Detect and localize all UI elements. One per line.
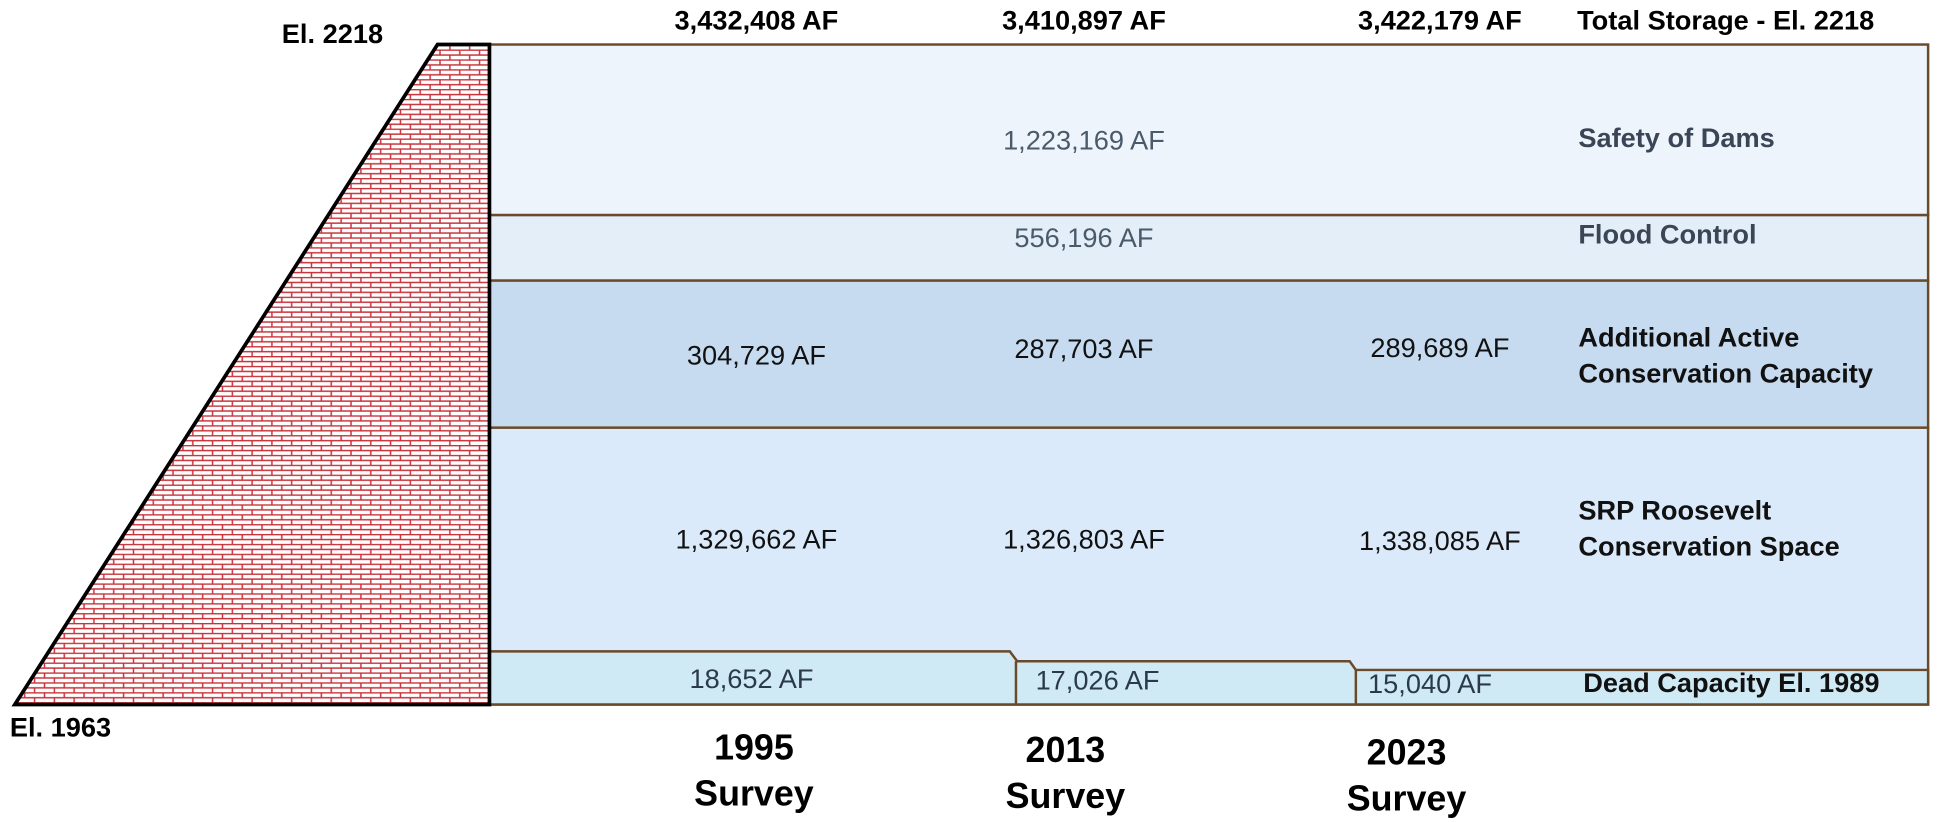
total-value: 3,410,897 AF (1002, 4, 1166, 35)
zone-label: Conservation Capacity (1578, 357, 1873, 388)
zone-value: 289,689 AF (1370, 332, 1509, 363)
zone-label: Dead Capacity El. 1989 (1583, 667, 1879, 698)
zone-label: Additional Active (1578, 322, 1799, 353)
top-elevation: El. 2218 (282, 18, 383, 49)
zone-value: 1,329,662 AF (676, 524, 838, 555)
total-value: 3,422,179 AF (1358, 4, 1522, 35)
total-value: 3,432,408 AF (675, 4, 839, 35)
zone-value: 556,196 AF (1014, 222, 1153, 253)
zone-value: 17,026 AF (1036, 664, 1160, 695)
zone-additional (488, 279, 1930, 429)
zone-safety (488, 43, 1930, 217)
zone-value: 1,223,169 AF (1003, 124, 1165, 155)
total-label: Total Storage - El. 2218 (1577, 4, 1874, 35)
survey-year: 2023 (1367, 733, 1447, 773)
zone-dead (488, 650, 1930, 706)
survey-label: Survey (1006, 776, 1126, 816)
zone-label: Safety of Dams (1578, 122, 1774, 153)
zone-value: 1,338,085 AF (1359, 525, 1521, 556)
bottom-elevation: El. 1963 (10, 711, 111, 742)
survey-year: 2013 (1026, 730, 1106, 770)
zone-value: 18,652 AF (689, 663, 813, 694)
survey-year: 1995 (714, 728, 794, 768)
survey-label: Survey (694, 773, 814, 813)
dam (11, 42, 492, 707)
zone-label: SRP Roosevelt (1578, 495, 1771, 526)
survey-label: Survey (1347, 778, 1467, 818)
zones (488, 43, 1930, 706)
zone-label: Flood Control (1578, 218, 1756, 249)
dead-dividers (1014, 661, 1358, 705)
zone-value: 1,326,803 AF (1003, 524, 1165, 555)
zone-value: 287,703 AF (1014, 333, 1153, 364)
zone-value: 15,040 AF (1368, 668, 1492, 699)
zone-value: 304,729 AF (687, 339, 826, 370)
zone-flood (488, 213, 1930, 282)
zone-label: Conservation Space (1578, 530, 1839, 561)
